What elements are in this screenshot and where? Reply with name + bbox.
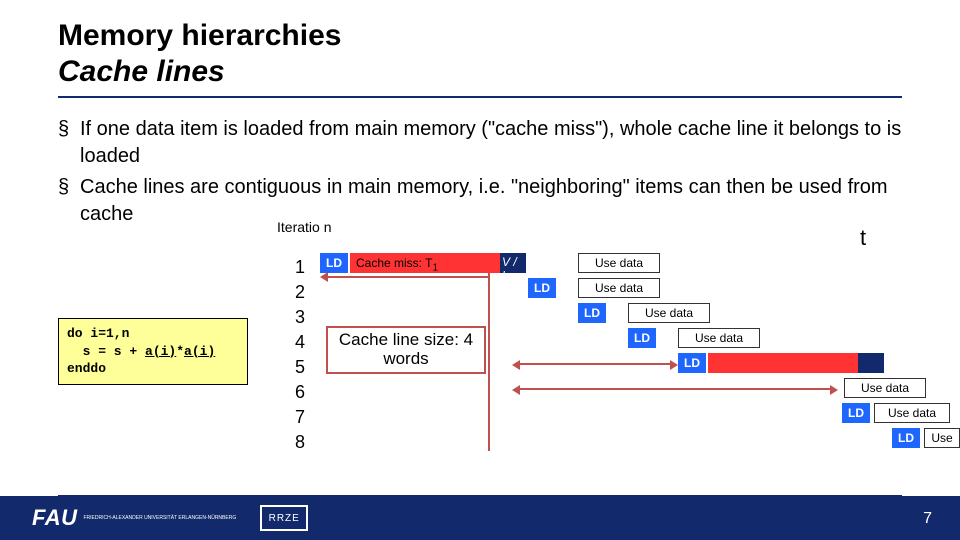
ld-3: LD (578, 303, 606, 323)
timeline-diagram: LD Cache miss: T1 V / h Use data LD Use … (320, 253, 950, 463)
code-l3: enddo (67, 360, 239, 378)
rrze-logo: RRZE (260, 505, 308, 531)
iter-1: 1 (295, 255, 305, 280)
miss-cap-2 (858, 353, 884, 373)
use-3: Use data (628, 303, 710, 323)
use-4: Use data (678, 328, 760, 348)
use-7: Use data (874, 403, 950, 423)
title-line-1: Memory hierarchies (58, 18, 960, 54)
use-2: Use data (578, 278, 660, 298)
iter-8: 8 (295, 430, 305, 455)
ld-7: LD (842, 403, 870, 423)
iter-6: 6 (295, 380, 305, 405)
time-axis-label: t (860, 225, 866, 251)
ld-5: LD (678, 353, 706, 373)
bullet-list: If one data item is loaded from main mem… (58, 116, 938, 232)
ld-8: LD (892, 428, 920, 448)
bullet-2: Cache lines are contiguous in main memor… (58, 174, 938, 228)
arrow-row5 (520, 363, 670, 365)
iter-3: 3 (295, 305, 305, 330)
iter-7: 7 (295, 405, 305, 430)
arrow-row6 (520, 388, 830, 390)
code-l1: do i=1,n (67, 325, 239, 343)
use-8: Use (924, 428, 960, 448)
fau-subtext: FRIEDRICH-ALEXANDER UNIVERSITÄT ERLANGEN… (84, 516, 237, 521)
slide: Memory hierarchies Cache lines If one da… (0, 0, 960, 540)
ld-4: LD (628, 328, 656, 348)
cache-miss-1: Cache miss: T1 (350, 253, 500, 273)
title-rule (58, 96, 902, 98)
title-line-2: Cache lines (58, 54, 960, 90)
use-1: Use data (578, 253, 660, 273)
cache-miss-2 (708, 353, 858, 373)
iter-2: 2 (295, 280, 305, 305)
code-box: do i=1,n s = s + a(i)*a(i) enddo (58, 318, 248, 385)
ld-2: LD (528, 278, 556, 298)
iter-5: 5 (295, 355, 305, 380)
title-block: Memory hierarchies Cache lines (0, 0, 960, 90)
use-6: Use data (844, 378, 926, 398)
iteration-label: Iteratio n (277, 220, 337, 235)
iter-4: 4 (295, 330, 305, 355)
iteration-numbers: 1 2 3 4 5 6 7 8 (295, 255, 305, 455)
miss-cap-1: V / h (500, 253, 526, 273)
bullet-1: If one data item is loaded from main mem… (58, 116, 938, 170)
fau-logo: FAU (32, 505, 78, 531)
code-l2: s = s + a(i)*a(i) (67, 343, 239, 361)
page-number: 7 (923, 510, 932, 528)
ld-1: LD (320, 253, 348, 273)
footer: FAU FRIEDRICH-ALEXANDER UNIVERSITÄT ERLA… (0, 496, 960, 540)
